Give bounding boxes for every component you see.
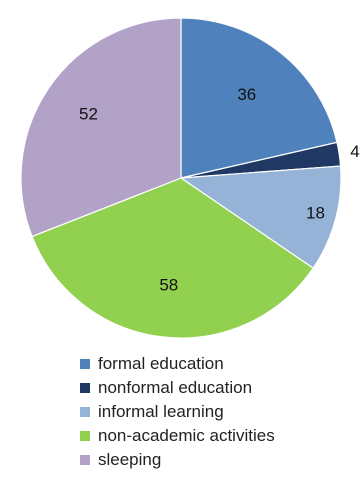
pie-slice-informal-learning (179, 165, 342, 269)
legend-label-formal-education: formal education (98, 354, 224, 373)
legend-swatch-sleeping (80, 455, 90, 465)
legend-label-informal-learning: informal learning (98, 402, 224, 421)
legend-item-formal-education: formal education (80, 352, 360, 376)
chart-legend: formal education nonformal education inf… (80, 352, 360, 472)
legend-label-nonformal-education: nonformal education (98, 378, 253, 397)
legend-label-non-academic-activities: non-academic activities (98, 426, 275, 445)
legend-item-nonformal-education: nonformal education (80, 376, 360, 400)
pie-chart: 36 4 18 58 52 (20, 17, 360, 339)
legend-item-informal-learning: informal learning (80, 400, 360, 424)
data-label-formal-education: 36 (237, 85, 256, 104)
data-label-nonformal-education: 4 (350, 142, 359, 161)
legend-item-non-academic-activities: non-academic activities (80, 424, 360, 448)
data-label-informal-learning: 18 (306, 203, 325, 222)
pie-slice-sleeping (20, 17, 182, 238)
pie-slice-non-academic-activities (31, 177, 315, 339)
legend-swatch-non-academic-activities (80, 431, 90, 441)
legend-item-sleeping: sleeping (80, 448, 360, 472)
legend-swatch-nonformal-education (80, 383, 90, 393)
data-label-non-academic-activities: 58 (159, 276, 178, 295)
pie-slice-formal-education (180, 17, 338, 179)
data-label-sleeping: 52 (79, 104, 98, 123)
legend-swatch-informal-learning (80, 407, 90, 417)
pie-chart-svg: 36 4 18 58 52 (20, 17, 360, 339)
legend-swatch-formal-education (80, 359, 90, 369)
legend-label-sleeping: sleeping (98, 450, 162, 469)
